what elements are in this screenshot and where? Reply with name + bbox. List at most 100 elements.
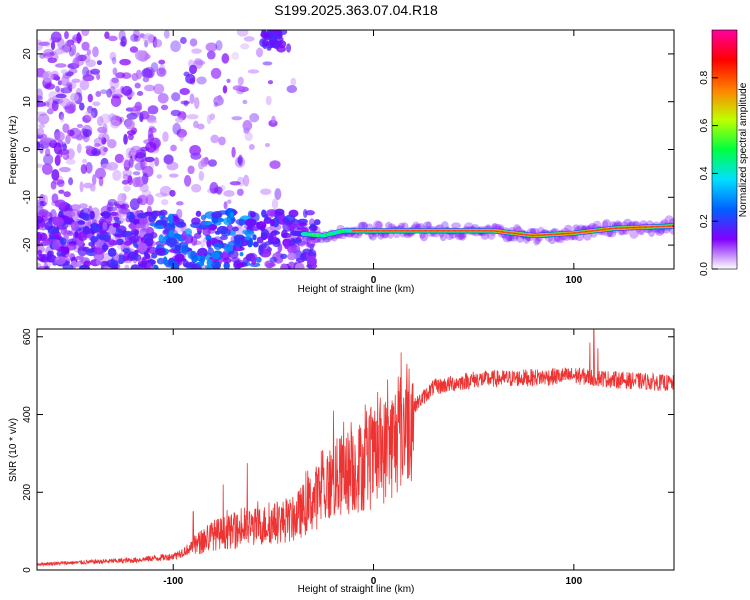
spectrogram-cell (669, 227, 674, 235)
spectrogram-cell (203, 220, 213, 226)
spectrogram-cell (150, 265, 155, 269)
spectrogram-cell (88, 241, 95, 247)
spectrogram-cell (191, 183, 202, 193)
spectrogram-cell (235, 246, 241, 251)
spectrogram-cell (39, 143, 44, 154)
spectrogram-cell (100, 89, 108, 95)
snr-y-tick-label: 600 (22, 328, 33, 345)
spectrogram-cell (151, 252, 158, 259)
spectrogram-cell (242, 174, 250, 187)
spectrogram-cell (44, 148, 51, 157)
spectrogram-cell (184, 262, 193, 268)
spectrogram-cell (242, 119, 253, 131)
spectrogram-cell (134, 151, 147, 163)
spectrogram-cell (154, 157, 160, 167)
colorbar-ticks: 0.0 0.2 0.4 0.6 0.8 (699, 29, 738, 276)
spectrogram-x-tick-label: 100 (565, 275, 582, 286)
spectrogram-cell (76, 220, 86, 225)
spectrogram-cell (306, 256, 317, 265)
spectrogram-cell (90, 236, 99, 243)
spectrogram-cell (307, 249, 317, 258)
spectrogram-cell (502, 233, 513, 243)
spectrogram-cell (158, 59, 166, 65)
spectrogram-x-label: Height of straight line (km) (298, 284, 415, 295)
spectrogram-y-tick-label: -10 (22, 190, 33, 205)
spectrogram-cell (266, 40, 274, 49)
spectrogram-cell (222, 85, 228, 94)
spectrogram-cell (231, 51, 240, 60)
spectrogram-cell (108, 239, 119, 246)
spectrogram-cell (90, 68, 101, 75)
spectrogram-cell (276, 45, 286, 53)
spectrogram-cell (100, 113, 112, 124)
spectrogram-cell (130, 145, 142, 153)
spectrogram-cell (122, 174, 130, 181)
snr-panel: -100 0 100 0 200 400 600 Height of straight li… (8, 328, 675, 595)
spectrogram-cell (191, 254, 198, 263)
spectrogram-x-tick-label: -100 (163, 275, 183, 286)
spectrogram-cell (51, 216, 64, 226)
spectrogram-cell (124, 264, 130, 269)
spectrogram-cell (159, 209, 168, 216)
spectrogram-cell (76, 123, 84, 128)
spectrogram-cell (147, 105, 159, 115)
spectrogram-y-tick-label: 0 (22, 146, 33, 152)
spectrogram-cell (85, 70, 93, 76)
spectrogram-cell (65, 134, 71, 145)
spectrogram-cell (39, 253, 47, 263)
spectrogram-cell (91, 148, 101, 157)
spectrogram-cell (99, 260, 109, 267)
spectrogram-cell (142, 76, 150, 83)
spectrogram-cell (232, 85, 244, 91)
spectrogram-cell (101, 244, 109, 251)
spectrogram-cell (243, 36, 255, 42)
spectrogram-cell (98, 146, 107, 156)
snr-frame (36, 328, 675, 571)
spectrogram-cell (439, 232, 447, 242)
spectrogram-cell (249, 112, 260, 123)
spectrogram-cell (117, 193, 125, 205)
spectrogram-cell (49, 139, 58, 149)
spectrogram-cell (166, 260, 179, 269)
spectrogram-cell (191, 217, 201, 225)
spectrogram-cell (133, 230, 139, 237)
spectrogram-cell (206, 50, 216, 60)
spectrogram-cell (385, 221, 393, 231)
spectrogram-cell (103, 147, 108, 153)
spectrogram-cell (245, 218, 257, 227)
spectrogram-cell (62, 264, 74, 269)
spectrogram-cell (147, 119, 158, 124)
spectrogram-cell (159, 185, 172, 197)
spectrogram-cell (176, 128, 188, 138)
spectrogram-y-tick-label: -20 (22, 237, 33, 252)
spectrogram-cell (211, 251, 220, 260)
spectrogram-cell (181, 245, 190, 255)
spectrogram-cell (168, 173, 179, 178)
colorbar-tick-label: 0.4 (699, 166, 710, 180)
spectrogram-cell (592, 220, 602, 230)
spectrogram-cell (234, 236, 241, 245)
spectrogram-cell (114, 233, 124, 238)
spectrogram-cell (76, 143, 82, 154)
spectrogram-cell (81, 213, 94, 221)
spectrogram-cell (456, 231, 466, 240)
spectrogram-cell (156, 219, 168, 224)
spectrogram-cell (195, 210, 202, 217)
spectrogram-cell (269, 219, 275, 227)
spectrogram-cell (123, 159, 131, 172)
spectrogram-cell (288, 221, 297, 231)
spectrogram-cell (143, 84, 156, 92)
spectrogram-cell (310, 236, 320, 243)
spectrogram-cell (286, 252, 297, 261)
spectrogram-cell (197, 247, 208, 258)
spectrogram-cell (280, 263, 288, 269)
spectrogram-cell (57, 149, 63, 158)
spectrogram-cell (153, 38, 163, 48)
spectrogram-cell (75, 255, 85, 260)
spectrogram-cell (286, 43, 292, 53)
spectrogram-cell (534, 236, 542, 245)
spectrogram-cell (269, 232, 274, 243)
spectrogram-cell (231, 146, 236, 158)
spectrogram-cell (44, 211, 51, 217)
spectrogram-cell (377, 231, 385, 240)
